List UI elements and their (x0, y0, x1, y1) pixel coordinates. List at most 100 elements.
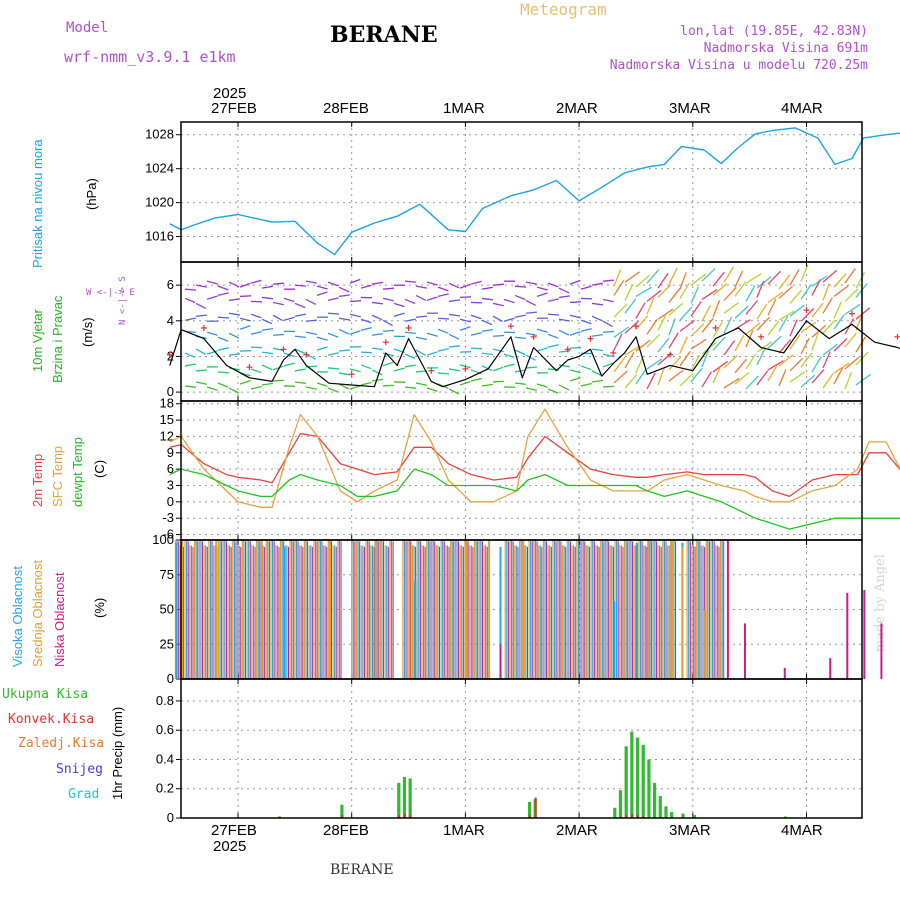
cloud-bar (181, 540, 184, 679)
temperature-line (169, 408, 900, 508)
wind-barb (382, 297, 394, 302)
wind-barb (437, 317, 450, 320)
precip-bar-conv (528, 815, 531, 818)
wind-barb (492, 366, 504, 372)
wind-barb (470, 369, 482, 375)
wind-barb (382, 352, 394, 357)
wind-barb (591, 348, 603, 352)
wind-barb (217, 371, 230, 374)
cloud-bar (846, 592, 849, 680)
temp-2m-label: 2m Temp (30, 453, 45, 507)
wind-barb (679, 350, 691, 367)
wind-barb (327, 281, 339, 287)
precip-bar-conv (403, 813, 406, 819)
footer-station: BERANE (330, 862, 394, 878)
y-tick-label: 6 (167, 277, 174, 292)
wind-barb (525, 387, 537, 391)
wind-barb (525, 332, 537, 337)
wind-barb (822, 351, 831, 369)
wind-barb (745, 353, 757, 370)
wind-barb (327, 352, 339, 356)
wind-barb (327, 367, 340, 370)
wind-barb (690, 367, 703, 383)
cloud-unit: (%) (92, 597, 107, 618)
wind-barb (701, 342, 717, 355)
cloud-bar (681, 546, 684, 679)
panel-frame (180, 539, 863, 680)
wind-barb (514, 294, 526, 301)
wind-barb (316, 285, 328, 290)
wind-barb (624, 351, 635, 369)
wind-barb (404, 331, 416, 335)
y-tick-label: 0.4 (156, 751, 174, 766)
wind-barb (800, 264, 809, 282)
wind-barb (239, 295, 252, 298)
wind-barb (360, 381, 372, 386)
wind-barb (195, 369, 208, 372)
pressure-ylabel: Pritisak na nivou mora (30, 139, 45, 268)
cloud-bar (681, 542, 684, 679)
wind-barb (393, 367, 405, 372)
wind-barb (602, 279, 615, 282)
top-date-label: 27FEB (211, 100, 257, 117)
wind-barb (833, 314, 845, 330)
wind-barb (294, 348, 306, 354)
wind-barb (382, 287, 395, 290)
wind-barb (393, 302, 405, 308)
cloud-bar (670, 540, 673, 679)
wind-barb (459, 283, 471, 289)
wind-barb (305, 386, 317, 390)
wind-barb (811, 356, 822, 373)
wind-barb (503, 317, 515, 322)
wind-barb (602, 353, 614, 358)
y-tick-label: 0 (167, 810, 174, 825)
wind-barb (437, 286, 449, 292)
precip-bar-total (397, 782, 401, 818)
wind-barb (514, 369, 526, 373)
precip-bar-total (533, 798, 537, 818)
wind-barb (492, 315, 503, 323)
wind-barb (800, 284, 812, 300)
cloud-bar (374, 540, 377, 679)
wind-barb (558, 364, 570, 368)
wind-barb (437, 328, 449, 334)
wind-barb (525, 354, 537, 361)
wind-barb (690, 273, 706, 286)
wind-barb (613, 357, 626, 373)
wind-barb (217, 347, 229, 351)
wind-barb (426, 332, 438, 337)
wind-barb (844, 303, 861, 315)
wind-barb (602, 330, 615, 333)
wind-speed-line (169, 320, 900, 388)
y-tick-label: 0.8 (156, 693, 174, 708)
wind-barb (327, 332, 339, 338)
precip-bar-conv (409, 815, 412, 818)
wind-barb (679, 319, 695, 332)
wind-barb (228, 332, 240, 339)
wind-barb (712, 366, 722, 384)
temp-unit: (C) (92, 459, 107, 478)
wind-barb (536, 292, 548, 298)
wind-barb (415, 370, 428, 373)
wind-barb (844, 371, 853, 390)
wind-barb (679, 282, 690, 299)
bottom-date-label: 3MAR (669, 822, 711, 839)
wind-barb (690, 338, 707, 350)
wind-barb (393, 348, 405, 354)
cloud-bar (283, 546, 286, 679)
wind-barb (261, 327, 273, 331)
wind-barb (613, 279, 625, 296)
y-tick-label: -6 (162, 527, 174, 542)
coords-label: lon,lat (19.85E, 42.83N) (680, 24, 868, 39)
wind-barb (811, 332, 819, 351)
wind-barb (756, 348, 766, 366)
legend-total-rain: Ukupna Kisa (2, 687, 89, 702)
wind-barb (437, 293, 449, 298)
y-tick-label: 1016 (145, 229, 174, 244)
wind-barb (547, 368, 560, 371)
wind-barb (855, 282, 868, 298)
precip-bar-conv (341, 815, 344, 818)
wind-barb (756, 303, 768, 320)
precip-bar-total (624, 746, 628, 819)
wind-barb (448, 282, 460, 289)
